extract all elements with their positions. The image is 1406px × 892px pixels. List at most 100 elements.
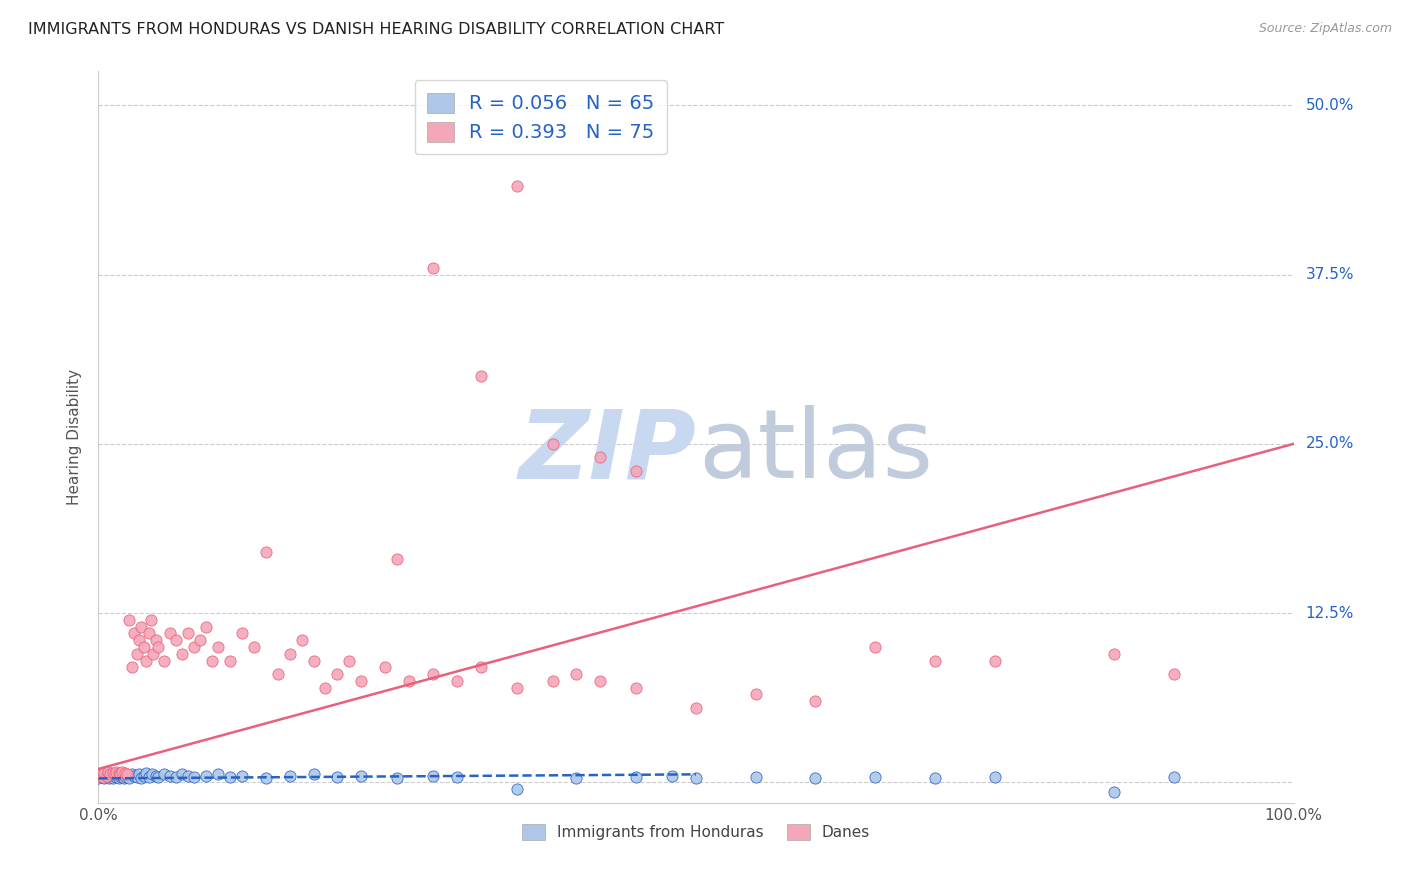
Text: 37.5%: 37.5% <box>1306 267 1354 282</box>
Point <box>177 626 200 640</box>
Point <box>97 769 120 783</box>
Point <box>87 772 110 786</box>
Point <box>565 772 588 786</box>
Text: 50.0%: 50.0% <box>1306 98 1354 112</box>
Point <box>446 673 468 688</box>
Point <box>326 770 349 784</box>
Point <box>111 764 134 779</box>
Point <box>243 640 266 654</box>
Y-axis label: Hearing Disability: Hearing Disability <box>67 369 83 505</box>
Point <box>132 769 155 783</box>
Point <box>107 769 129 783</box>
Point <box>207 640 229 654</box>
Point <box>188 633 211 648</box>
Point <box>177 769 200 783</box>
Point <box>114 767 136 781</box>
Point <box>219 654 242 668</box>
Point <box>506 681 529 695</box>
Point <box>111 769 134 783</box>
Point <box>172 767 194 781</box>
Point <box>128 633 150 648</box>
Point <box>385 552 409 566</box>
Text: IMMIGRANTS FROM HONDURAS VS DANISH HEARING DISABILITY CORRELATION CHART: IMMIGRANTS FROM HONDURAS VS DANISH HEARI… <box>28 22 724 37</box>
Point <box>626 770 648 784</box>
Point <box>195 620 218 634</box>
Point <box>153 767 176 781</box>
Text: ZIP: ZIP <box>517 405 696 499</box>
Point <box>103 769 125 783</box>
Point <box>626 464 648 478</box>
Point <box>141 767 163 781</box>
Point <box>1163 770 1185 784</box>
Point <box>101 772 124 786</box>
Point <box>470 369 492 384</box>
Point <box>470 660 492 674</box>
Point <box>107 766 129 780</box>
Point <box>422 667 444 681</box>
Point <box>267 667 290 681</box>
Point <box>984 770 1007 784</box>
Point <box>121 767 143 781</box>
Point <box>865 640 887 654</box>
Point <box>101 766 124 780</box>
Point <box>124 769 146 783</box>
Point <box>446 770 468 784</box>
Point <box>96 770 118 784</box>
Point <box>254 772 277 786</box>
Point <box>315 681 337 695</box>
Point <box>90 769 112 783</box>
Point <box>153 654 176 668</box>
Point <box>104 767 127 781</box>
Point <box>422 769 444 783</box>
Point <box>183 770 205 784</box>
Point <box>94 767 117 781</box>
Text: 12.5%: 12.5% <box>1306 606 1354 621</box>
Point <box>1104 647 1126 661</box>
Point <box>105 764 128 779</box>
Point <box>138 770 160 784</box>
Point <box>114 766 136 780</box>
Point <box>117 769 139 783</box>
Point <box>207 767 229 781</box>
Point <box>107 772 129 786</box>
Point <box>231 769 253 783</box>
Point <box>339 654 361 668</box>
Point <box>865 770 887 784</box>
Point <box>98 767 122 781</box>
Point <box>165 770 187 784</box>
Point <box>124 626 146 640</box>
Point <box>108 767 131 781</box>
Point <box>374 660 396 674</box>
Point <box>661 769 683 783</box>
Point <box>254 545 277 559</box>
Point <box>135 654 157 668</box>
Point <box>685 772 707 786</box>
Point <box>112 772 135 786</box>
Point <box>135 766 157 780</box>
Point <box>565 667 588 681</box>
Point <box>104 767 127 781</box>
Point <box>90 767 112 781</box>
Point <box>115 770 138 784</box>
Point <box>745 688 768 702</box>
Point <box>326 667 349 681</box>
Point <box>87 769 110 783</box>
Point <box>91 770 114 784</box>
Point <box>172 647 194 661</box>
Point <box>804 694 827 708</box>
Point <box>145 769 167 783</box>
Point <box>924 772 946 786</box>
Point <box>100 770 122 784</box>
Point <box>138 626 160 640</box>
Point <box>506 782 529 797</box>
Point <box>159 769 181 783</box>
Point <box>98 772 121 786</box>
Point <box>105 770 128 784</box>
Point <box>589 450 612 465</box>
Text: 25.0%: 25.0% <box>1306 436 1354 451</box>
Point <box>118 613 141 627</box>
Text: atlas: atlas <box>699 405 934 499</box>
Point <box>165 633 187 648</box>
Point <box>302 767 325 781</box>
Point <box>685 701 707 715</box>
